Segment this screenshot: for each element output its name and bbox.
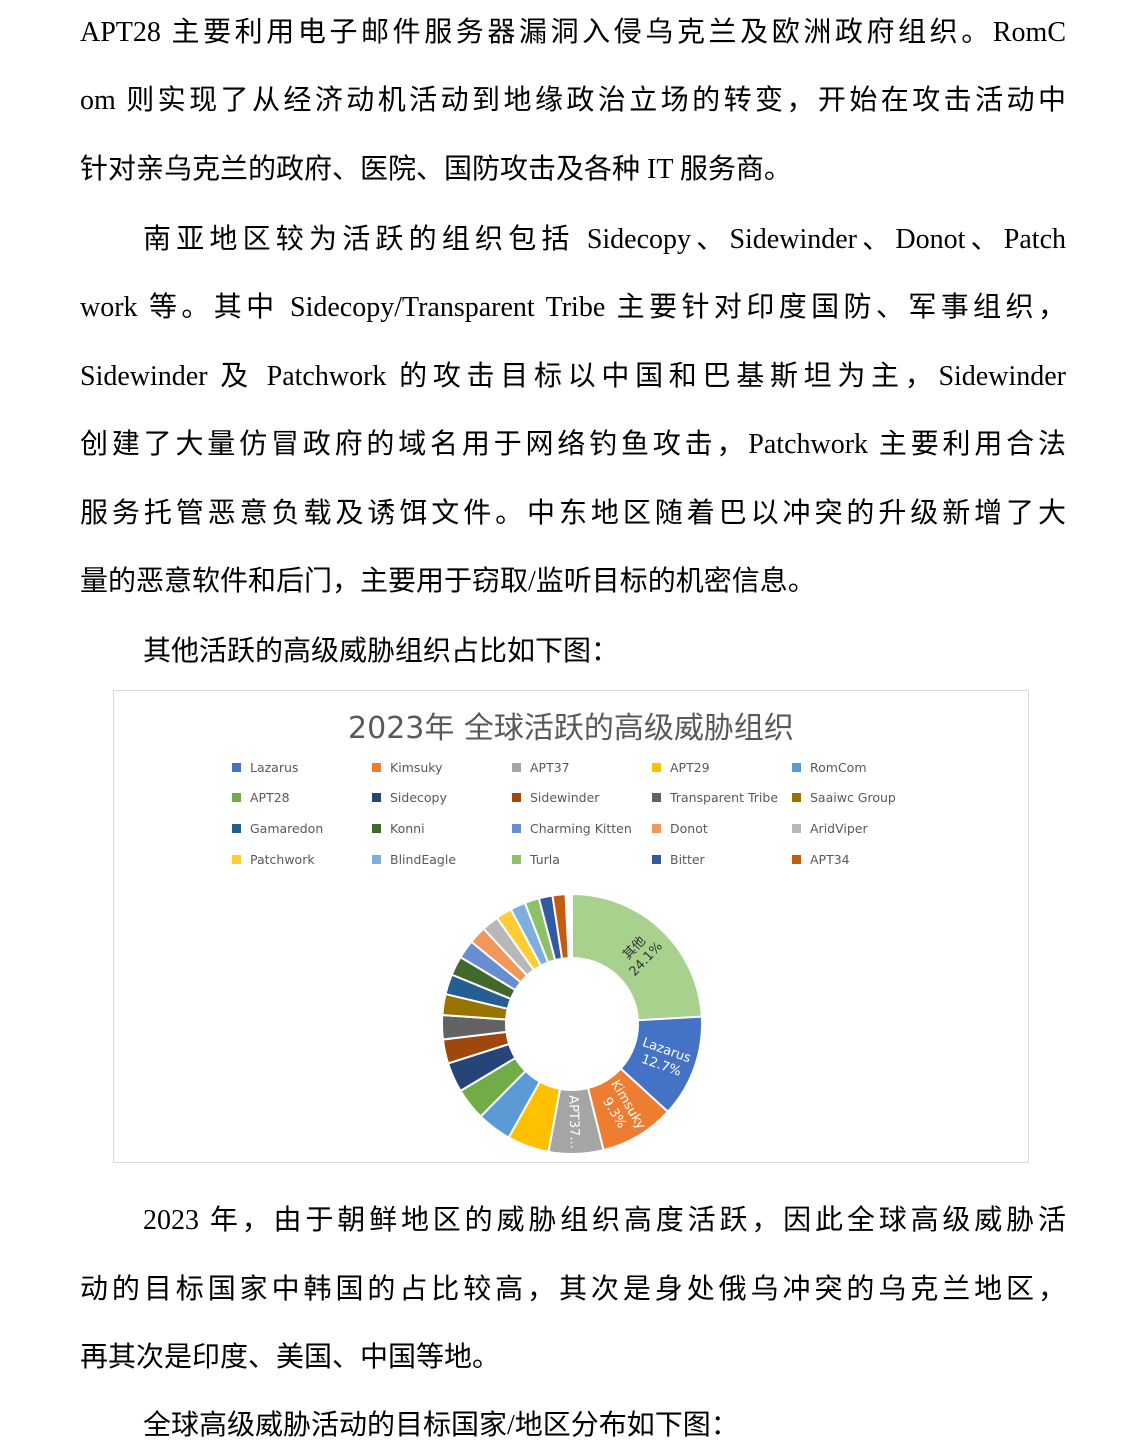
legend-label: APT29 <box>670 760 710 775</box>
legend-swatch <box>372 824 381 833</box>
text-line: 再其次是印度、美国、中国等地。 <box>80 1342 501 1373</box>
legend-item: Gamaredon <box>232 821 323 836</box>
legend-swatch <box>652 763 661 772</box>
legend-swatch <box>512 824 521 833</box>
legend-swatch <box>232 763 241 772</box>
legend-label: BlindEagle <box>390 852 457 867</box>
legend-label: Charming Kitten <box>530 821 632 836</box>
legend-label: Donot <box>670 821 708 836</box>
legend-item: Bitter <box>652 852 705 867</box>
legend-item: AridViper <box>792 821 868 836</box>
legend-label: Sidewinder <box>530 790 600 805</box>
text-line: 创建了大量仿冒政府的域名用于网络钓鱼攻击，Patchwork 主要利用合法 <box>80 429 1066 460</box>
legend-label: Kimsuky <box>390 760 443 775</box>
legend-item: Kimsuky <box>372 760 442 775</box>
legend-label: Saaiwc Group <box>810 790 896 805</box>
legend-label: Turla <box>530 852 560 867</box>
legend-label: AridViper <box>810 821 868 836</box>
legend-item: Sidewinder <box>512 790 599 805</box>
text-line: Sidewinder 及 Patchwork 的攻击目标以中国和巴基斯坦为主，S… <box>80 361 1066 392</box>
text-line: work 等。其中 Sidecopy/Transparent Tribe 主要针… <box>80 292 1066 323</box>
legend-swatch <box>372 763 381 772</box>
legend-label: APT28 <box>250 790 290 805</box>
text-line: 其他活跃的高级威胁组织占比如下图： <box>143 636 620 667</box>
legend-label: RomCom <box>810 760 867 775</box>
legend-swatch <box>512 763 521 772</box>
slice-label: APT37... <box>565 1095 582 1149</box>
legend-item: APT34 <box>792 852 850 867</box>
legend-item: BlindEagle <box>372 852 456 867</box>
text-line: 动的目标国家中韩国的占比较高，其次是身处俄乌冲突的乌克兰地区， <box>80 1274 1066 1305</box>
legend-swatch <box>372 793 381 802</box>
legend-swatch <box>512 793 521 802</box>
legend-item: Sidecopy <box>372 790 447 805</box>
chart-title: 2023年 全球活跃的高级威胁组织 <box>348 711 794 746</box>
legend-label: Lazarus <box>250 760 299 775</box>
legend-swatch <box>792 793 801 802</box>
donut-chart: 2023年 全球活跃的高级威胁组织 Lazarus Kimsuky APT37 APT… <box>113 690 1029 1163</box>
legend-label: Bitter <box>670 852 705 867</box>
legend-item: Turla <box>512 852 560 867</box>
legend-swatch <box>232 793 241 802</box>
legend-label: Sidecopy <box>390 790 447 805</box>
text-line: 针对亲乌克兰的政府、医院、国防攻击及各种 IT 服务商。 <box>80 154 792 185</box>
legend-swatch <box>792 824 801 833</box>
legend-swatch <box>652 824 661 833</box>
text-line: 全球高级威胁活动的目标国家/地区分布如下图： <box>143 1410 739 1441</box>
legend-label: APT34 <box>810 852 850 867</box>
legend-label: Patchwork <box>250 852 315 867</box>
legend-item: APT29 <box>652 760 710 775</box>
legend-swatch <box>652 793 661 802</box>
legend-swatch <box>792 855 801 864</box>
legend-item: Konni <box>372 821 425 836</box>
legend-item: Charming Kitten <box>512 821 632 836</box>
text-line: 南亚地区较为活跃的组织包括 Sidecopy、Sidewinder、Donot、… <box>143 224 1066 255</box>
slice-apt34 <box>551 893 570 960</box>
legend-swatch <box>512 855 521 864</box>
legend-label: Gamaredon <box>250 821 324 836</box>
slice-其他 <box>571 892 703 1022</box>
text-line: 量的恶意软件和后门，主要用于窃取/监听目标的机密信息。 <box>80 566 816 597</box>
legend-label: Konni <box>390 821 425 836</box>
legend-swatch <box>652 855 661 864</box>
legend-item: Saaiwc Group <box>792 790 896 805</box>
legend-label: Transparent Tribe <box>670 790 779 805</box>
legend-item: Transparent Tribe <box>652 790 778 805</box>
text-line: 2023 年，由于朝鲜地区的威胁组织高度活跃，因此全球高级威胁活 <box>143 1205 1066 1236</box>
donut-svg: 其他24.1%Lazarus12.7%Kimsuky9.3%APT37... <box>441 892 703 1155</box>
legend-item: APT28 <box>232 790 290 805</box>
legend-label: APT37 <box>530 760 570 775</box>
legend-swatch <box>232 855 241 864</box>
legend-swatch <box>372 855 381 864</box>
legend-swatch <box>792 763 801 772</box>
legend-item: Patchwork <box>232 852 315 867</box>
legend-swatch <box>232 824 241 833</box>
legend-item: Donot <box>652 821 708 836</box>
legend-item: APT37 <box>512 760 570 775</box>
text-line: 服务托管恶意负载及诱饵文件。中东地区随着巴以冲突的升级新增了大 <box>80 498 1066 529</box>
text-line: om 则实现了从经济动机活动到地缘政治立场的转变，开始在攻击活动中 <box>80 85 1066 116</box>
legend-item: Lazarus <box>232 760 298 775</box>
text-line: APT28 主要利用电子邮件服务器漏洞入侵乌克兰及欧洲政府组织。RomC <box>80 17 1066 48</box>
legend-item: RomCom <box>792 760 867 775</box>
